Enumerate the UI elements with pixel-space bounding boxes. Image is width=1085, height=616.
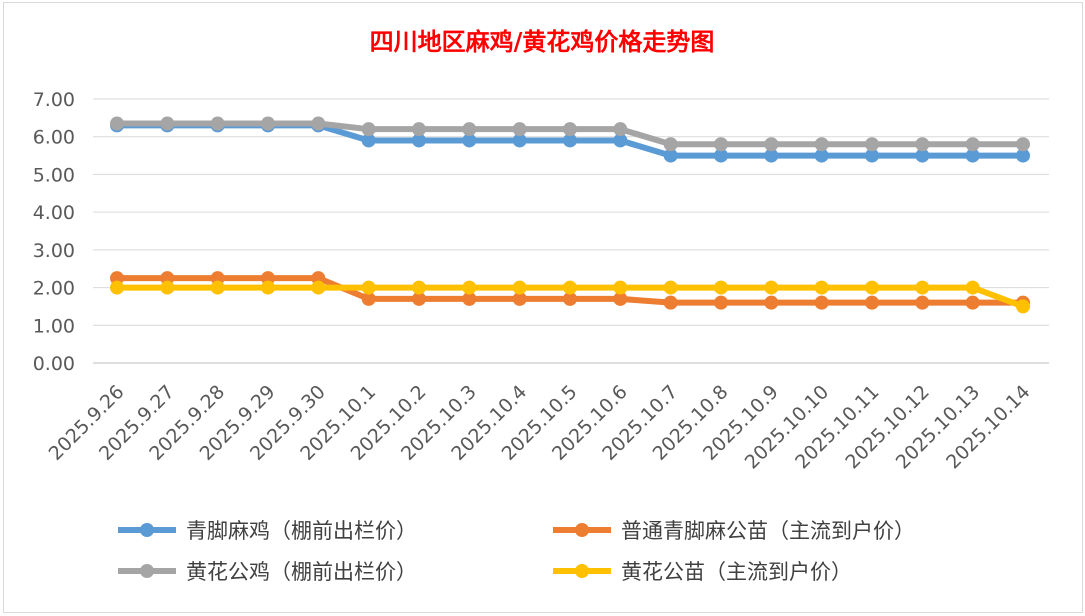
data-point <box>361 280 376 295</box>
data-point <box>160 116 175 131</box>
data-point <box>865 148 879 163</box>
data-point <box>412 280 426 295</box>
data-point <box>462 133 477 148</box>
data-point <box>563 122 577 137</box>
legend-marker <box>575 523 589 537</box>
data-point <box>613 133 628 148</box>
data-point <box>915 137 930 152</box>
data-point <box>714 148 728 163</box>
data-point <box>915 148 930 163</box>
data-point <box>512 122 527 137</box>
data-point <box>412 122 426 137</box>
legend-label: 黄花公苗（主流到户价） <box>621 560 852 584</box>
data-point <box>965 148 980 163</box>
data-point <box>663 295 678 310</box>
data-point <box>512 280 527 295</box>
data-point <box>563 291 577 306</box>
data-point <box>512 291 527 306</box>
data-point <box>110 116 124 131</box>
data-point <box>462 122 477 137</box>
data-point <box>563 133 577 148</box>
y-tick-label: 4.00 <box>33 202 75 224</box>
data-point <box>261 116 275 131</box>
y-tick-label: 5.00 <box>33 164 75 186</box>
data-point <box>764 148 779 163</box>
data-point <box>865 295 879 310</box>
legend-marker <box>140 523 154 537</box>
data-point <box>915 295 930 310</box>
data-point <box>814 280 829 295</box>
data-point <box>613 280 628 295</box>
data-point <box>865 137 879 152</box>
data-point <box>210 280 225 295</box>
y-tick-label: 2.00 <box>33 278 75 300</box>
data-point <box>613 291 628 306</box>
data-point <box>1016 148 1030 163</box>
legend-marker <box>575 564 589 578</box>
data-point <box>261 280 275 295</box>
data-point <box>210 116 225 131</box>
data-point <box>412 291 426 306</box>
data-point <box>714 137 728 152</box>
data-point <box>613 122 628 137</box>
data-point <box>361 122 376 137</box>
legend-label: 黄花公鸡（棚前出栏价） <box>186 560 417 584</box>
y-tick-label: 6.00 <box>33 127 75 149</box>
y-tick-label: 0.00 <box>33 353 75 375</box>
data-point <box>512 133 527 148</box>
data-point <box>110 280 124 295</box>
chart-title: 四川地区麻鸡/黄花鸡价格走势图 <box>370 27 715 56</box>
data-point <box>764 137 779 152</box>
data-point <box>965 295 980 310</box>
y-tick-label: 3.00 <box>33 240 75 262</box>
data-point <box>361 133 376 148</box>
legend-marker <box>140 564 154 578</box>
data-point <box>764 295 779 310</box>
data-point <box>915 280 930 295</box>
data-point <box>1016 299 1030 314</box>
data-point <box>965 280 980 295</box>
data-point <box>814 295 829 310</box>
data-point <box>563 280 577 295</box>
data-point <box>462 280 477 295</box>
y-tick-label: 7.00 <box>33 89 75 111</box>
data-point <box>311 116 326 131</box>
data-point <box>1016 137 1030 152</box>
legend-label: 普通青脚麻公苗（主流到户价） <box>621 519 915 543</box>
data-point <box>714 295 728 310</box>
data-point <box>361 291 376 306</box>
data-point <box>714 280 728 295</box>
data-point <box>663 280 678 295</box>
data-point <box>865 280 879 295</box>
y-tick-label: 1.00 <box>33 315 75 337</box>
data-point <box>462 291 477 306</box>
data-point <box>311 280 326 295</box>
data-point <box>663 148 678 163</box>
data-point <box>965 137 980 152</box>
data-point <box>764 280 779 295</box>
data-point <box>412 133 426 148</box>
legend-label: 青脚麻鸡（棚前出栏价） <box>186 519 417 543</box>
data-point <box>814 148 829 163</box>
chart-frame <box>3 2 1083 613</box>
data-point <box>814 137 829 152</box>
data-point <box>663 137 678 152</box>
data-point <box>160 280 175 295</box>
